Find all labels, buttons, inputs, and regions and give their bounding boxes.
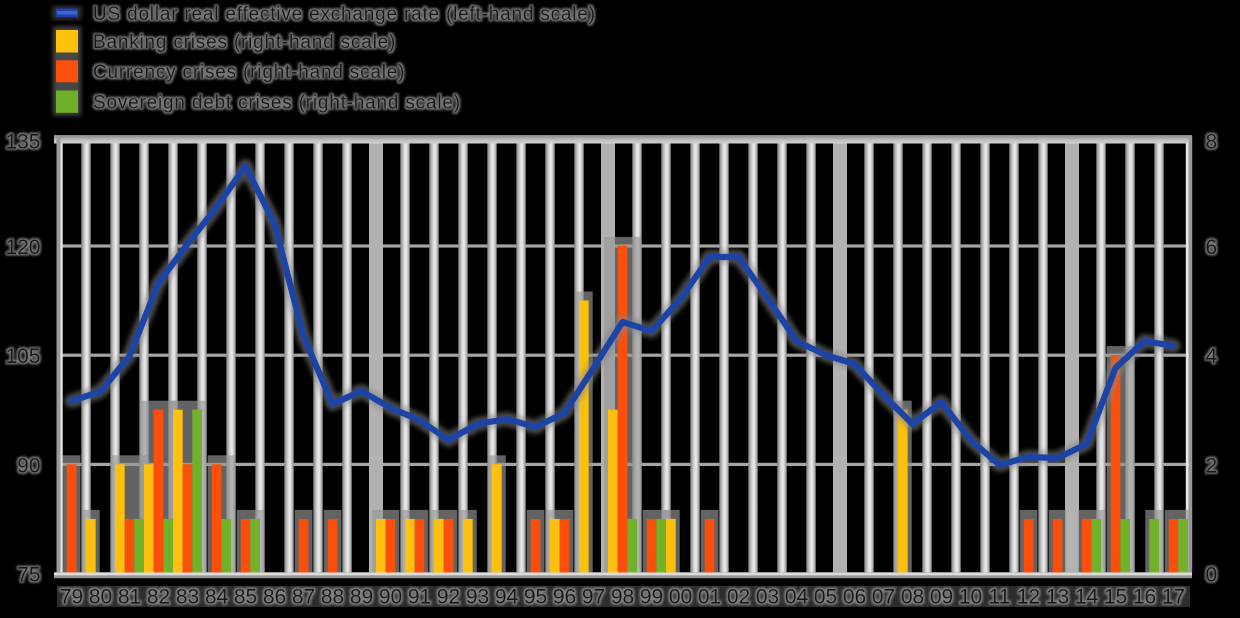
svg-text:120: 120 bbox=[5, 236, 40, 259]
svg-text:80: 80 bbox=[89, 586, 112, 609]
svg-text:13: 13 bbox=[1046, 586, 1069, 609]
svg-text:89: 89 bbox=[350, 586, 373, 609]
svg-text:0: 0 bbox=[1206, 564, 1218, 587]
svg-text:14: 14 bbox=[1075, 586, 1099, 609]
svg-text:02: 02 bbox=[727, 586, 750, 609]
svg-text:92: 92 bbox=[437, 586, 460, 609]
svg-text:97: 97 bbox=[582, 586, 605, 609]
svg-text:2: 2 bbox=[1206, 454, 1218, 477]
svg-text:94: 94 bbox=[495, 586, 519, 609]
svg-text:90: 90 bbox=[17, 454, 40, 477]
svg-text:Sovereign debt crises (right-h: Sovereign debt crises (right-hand scale) bbox=[93, 93, 461, 114]
svg-text:85: 85 bbox=[234, 586, 257, 609]
svg-text:87: 87 bbox=[292, 586, 315, 609]
svg-text:4: 4 bbox=[1206, 345, 1218, 368]
svg-text:09: 09 bbox=[930, 586, 953, 609]
svg-text:08: 08 bbox=[901, 586, 924, 609]
svg-text:17: 17 bbox=[1162, 586, 1185, 609]
svg-text:95: 95 bbox=[524, 586, 547, 609]
svg-text:06: 06 bbox=[843, 586, 866, 609]
svg-text:11: 11 bbox=[989, 586, 1011, 609]
svg-text:75: 75 bbox=[17, 564, 40, 587]
svg-text:91: 91 bbox=[408, 586, 431, 609]
svg-text:99: 99 bbox=[640, 586, 663, 609]
svg-text:86: 86 bbox=[263, 586, 286, 609]
svg-text:83: 83 bbox=[176, 586, 199, 609]
svg-text:15: 15 bbox=[1104, 586, 1127, 609]
svg-text:96: 96 bbox=[553, 586, 576, 609]
svg-text:07: 07 bbox=[872, 586, 895, 609]
svg-text:98: 98 bbox=[611, 586, 634, 609]
svg-text:Currency crises (right-hand sc: Currency crises (right-hand scale) bbox=[93, 62, 405, 83]
svg-text:10: 10 bbox=[959, 586, 982, 609]
svg-text:00: 00 bbox=[669, 586, 692, 609]
svg-text:135: 135 bbox=[5, 131, 40, 154]
svg-text:79: 79 bbox=[60, 586, 83, 609]
svg-text:8: 8 bbox=[1206, 131, 1218, 154]
svg-text:93: 93 bbox=[466, 586, 489, 609]
svg-text:82: 82 bbox=[147, 586, 170, 609]
svg-text:84: 84 bbox=[205, 586, 229, 609]
svg-text:6: 6 bbox=[1206, 236, 1218, 259]
svg-text:88: 88 bbox=[321, 586, 344, 609]
svg-text:US dollar real effective excha: US dollar real effective exchange rate (… bbox=[93, 4, 596, 25]
svg-text:12: 12 bbox=[1017, 586, 1040, 609]
svg-text:105: 105 bbox=[5, 345, 40, 368]
svg-text:Banking crises (right-hand sca: Banking crises (right-hand scale) bbox=[93, 32, 396, 53]
svg-text:03: 03 bbox=[756, 586, 779, 609]
svg-text:90: 90 bbox=[379, 586, 402, 609]
svg-text:05: 05 bbox=[814, 586, 837, 609]
svg-text:01: 01 bbox=[698, 586, 721, 609]
svg-text:16: 16 bbox=[1133, 586, 1156, 609]
svg-text:04: 04 bbox=[785, 586, 809, 609]
svg-text:81: 81 bbox=[118, 586, 141, 609]
